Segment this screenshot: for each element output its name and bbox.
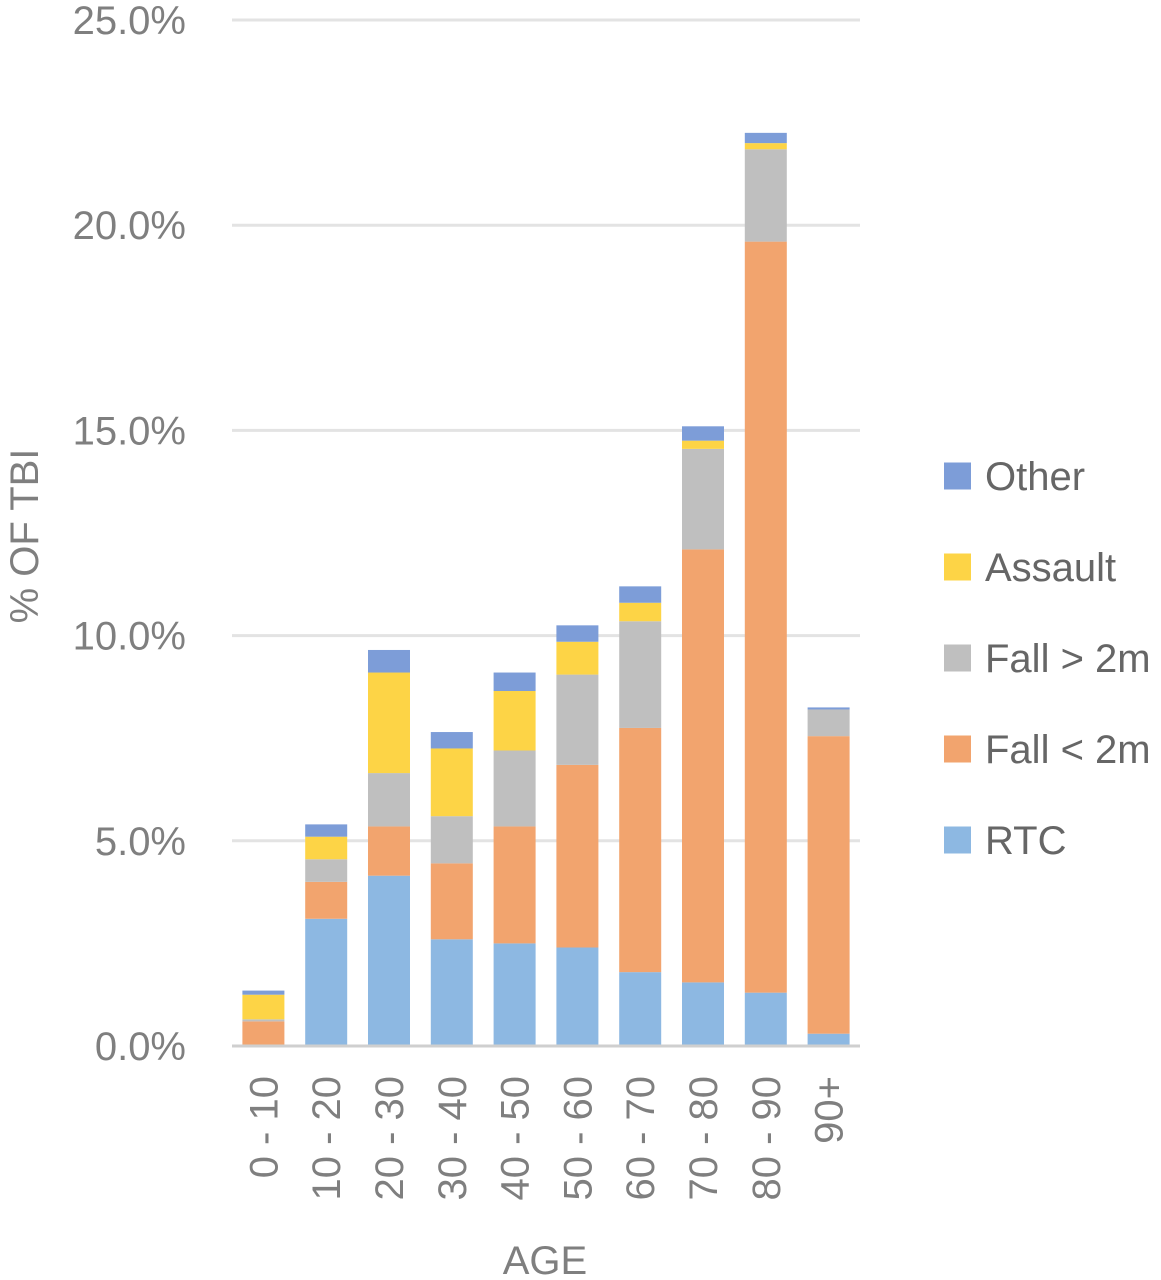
bar-segment <box>682 440 724 449</box>
bar-segment <box>493 826 536 944</box>
bar-segment <box>744 132 787 144</box>
bar-segment <box>807 736 850 1034</box>
bar-segment <box>807 707 850 710</box>
legend-label: Other <box>985 455 1085 499</box>
y-tick-label: 10.0% <box>73 615 186 659</box>
legend-swatch <box>944 644 971 672</box>
legend: Other Assault Fall > 2m Fall < 2m RTC <box>944 455 1151 863</box>
legend-label: Assault <box>985 546 1116 590</box>
legend-swatch <box>944 553 971 581</box>
legend-label: Fall > 2m <box>985 637 1151 681</box>
bar-segment <box>430 816 473 864</box>
x-axis-title: AGE <box>503 1239 587 1280</box>
bar-segment <box>556 625 599 642</box>
bar-segment <box>242 1021 285 1046</box>
bar-segment <box>493 943 536 1046</box>
bar-segment <box>807 1033 850 1046</box>
x-tick-label: 0 - 10 <box>242 1076 286 1178</box>
bar-segment <box>493 691 536 751</box>
bar-segment <box>744 241 787 993</box>
x-tick-label: 10 - 20 <box>305 1076 349 1201</box>
bar-segment <box>744 143 787 150</box>
bar-segment <box>682 549 724 983</box>
bar-segment <box>305 836 348 860</box>
bar-segment <box>242 994 285 1020</box>
bar-segment <box>744 149 787 242</box>
x-tick-label: 30 - 40 <box>431 1076 475 1201</box>
y-tick-label: 15.0% <box>73 409 186 453</box>
y-tick-label: 0.0% <box>95 1025 186 1069</box>
bar-segment <box>556 674 599 765</box>
bar-segment <box>305 824 348 837</box>
bar-segment <box>305 918 348 1046</box>
bar-segment <box>242 1019 285 1022</box>
x-tick-label: 90+ <box>808 1076 852 1144</box>
bar-segment <box>368 773 410 827</box>
y-tick-label: 25.0% <box>73 0 186 43</box>
y-tick-label: 5.0% <box>95 820 186 864</box>
legend-swatch <box>944 735 971 763</box>
bar-segment <box>556 641 599 675</box>
legend-swatch <box>944 462 971 490</box>
bar-segment <box>430 748 473 817</box>
legend-label: RTC <box>985 819 1066 863</box>
bar-segment <box>807 709 850 737</box>
x-tick-label: 80 - 90 <box>745 1076 789 1201</box>
bar-segment <box>242 990 285 995</box>
bar-segment <box>682 426 724 441</box>
bar-segment <box>682 448 724 550</box>
bar-segment <box>556 764 599 948</box>
bar-segment <box>430 863 473 940</box>
axes: 0.0% 5.0% 10.0% 15.0% 20.0% 25.0% 0 - 10 10 - 2… <box>73 0 860 1201</box>
bar-segment <box>556 947 599 1046</box>
bar-segment <box>744 992 787 1046</box>
legend-label: Fall < 2m <box>985 728 1151 772</box>
bar-segment <box>430 939 473 1046</box>
bar-segment <box>368 875 410 1046</box>
y-axis-title: % OF TBI <box>3 449 47 624</box>
bar-segment <box>619 972 662 1046</box>
bar-segment <box>305 859 348 882</box>
legend-swatch <box>944 826 971 854</box>
bar-segment <box>619 621 662 728</box>
bar-segment <box>430 732 473 749</box>
x-tick-label: 60 - 70 <box>619 1076 663 1201</box>
bar-segment <box>619 586 662 603</box>
bar-segment <box>619 727 662 973</box>
bar-segment <box>493 672 536 692</box>
x-tick-label: 40 - 50 <box>494 1076 538 1201</box>
x-tick-label: 20 - 30 <box>368 1076 412 1201</box>
bar-segment <box>493 750 536 827</box>
bar-segment <box>368 826 410 876</box>
x-tick-label: 70 - 80 <box>682 1076 726 1201</box>
bar-segment <box>305 881 348 919</box>
y-tick-label: 20.0% <box>73 204 186 248</box>
bar-segment <box>368 672 410 774</box>
bar-segment <box>368 649 410 673</box>
x-tick-label: 50 - 60 <box>556 1076 600 1201</box>
bar-segment <box>682 982 724 1046</box>
bars <box>242 132 850 1046</box>
bar-segment <box>619 602 662 622</box>
